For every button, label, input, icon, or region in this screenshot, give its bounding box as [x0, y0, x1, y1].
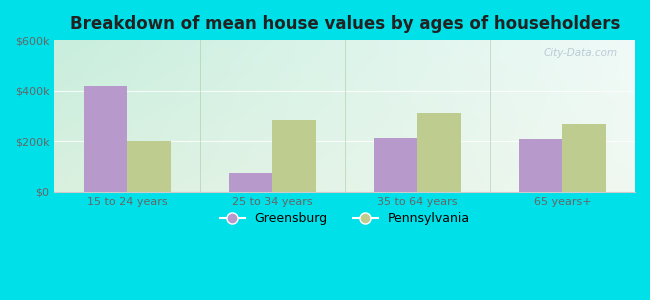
Bar: [417, 113, 461, 192]
Bar: [83, 86, 127, 192]
Bar: [374, 137, 417, 192]
Bar: [562, 124, 606, 192]
Bar: [127, 141, 170, 192]
Bar: [272, 120, 316, 192]
Bar: [229, 173, 272, 192]
Legend: Greensburg, Pennsylvania: Greensburg, Pennsylvania: [213, 206, 476, 231]
Text: City-Data.com: City-Data.com: [543, 48, 618, 58]
Bar: [519, 139, 562, 192]
Title: Breakdown of mean house values by ages of householders: Breakdown of mean house values by ages o…: [70, 15, 620, 33]
